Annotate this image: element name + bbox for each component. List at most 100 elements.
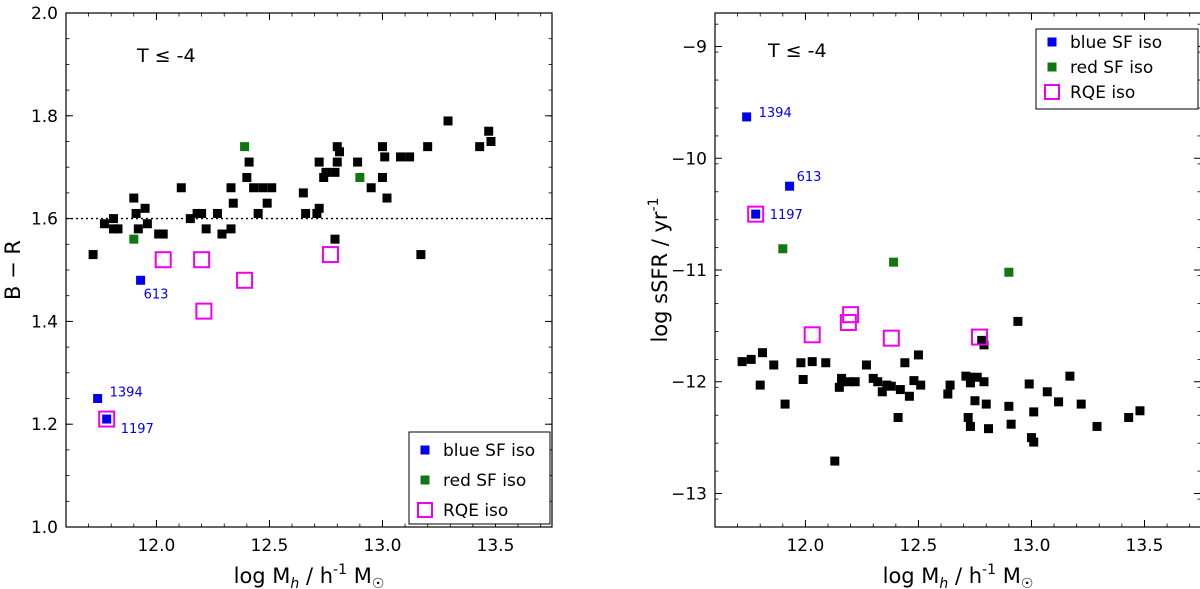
data-point [312,208,322,218]
x-label-main: log M [234,564,291,588]
data-point [981,399,991,409]
x-label-sup: -1 [333,562,347,578]
data-point [108,214,118,224]
data-point [821,358,831,368]
x-tick-label: 12.5 [900,536,938,556]
series-blue-sf-iso: 1394 1197 613 [93,275,168,437]
data-point [873,377,883,387]
data-point [330,234,340,244]
legend-box [1035,28,1199,110]
point-label: 613 [797,170,822,185]
data-point [755,380,765,390]
data-point [1135,406,1145,416]
rqe-point [803,326,821,344]
y-label-main: log sSFR / yr [648,211,672,342]
data-point [113,224,123,234]
y-tick-label: −11 [671,261,707,281]
series-blue-sf-iso: 1394 613 1197 [742,106,821,223]
data-point [423,142,433,152]
x-label-mid: / h [948,564,982,588]
y-tick-label: 1.8 [31,107,58,127]
x-tick-label: 12.0 [137,536,175,556]
data-point [158,229,168,239]
series-rqe-iso [98,246,339,428]
data-point [965,378,975,388]
data-point [882,380,892,390]
data-point [176,183,186,193]
y-tick-label: 1.0 [31,518,58,538]
y-tick-label: −10 [671,149,707,169]
data-point [244,157,254,167]
data-point [861,360,871,370]
data-point [443,116,453,126]
data-point [332,142,342,152]
data-point [984,424,994,434]
data-point [484,126,494,136]
data-point [154,229,164,239]
legend-marker-icon [1047,37,1057,47]
legend-marker-icon [420,475,430,485]
rqe-point [193,251,211,269]
series-red-sf-iso [129,142,365,244]
y-label-sup: -1 [646,197,662,211]
data-point [314,203,324,213]
data-point [970,396,980,406]
data-point [904,391,914,401]
y-axis-label: B − R [1,240,25,300]
data-point [830,456,840,466]
data-point [834,382,844,392]
legend-label: RQE iso [443,501,508,521]
point-label: 1197 [770,208,803,223]
series-all [737,316,1145,466]
data-point [212,208,222,218]
data-point [757,348,767,358]
data-point [217,229,227,239]
point-label: 1394 [110,386,143,401]
legend-label: red SF iso [1070,58,1153,78]
data-point [843,377,853,387]
data-point [979,377,989,387]
rqe-point [882,329,900,347]
data-point [769,360,779,370]
data-point [1024,379,1034,389]
highlight-point [355,172,365,182]
data-point [253,208,263,218]
data-point [131,208,141,218]
data-point [798,375,808,385]
data-point [916,380,926,390]
data-point [192,208,202,218]
data-point [913,350,923,360]
x-label-main: log M [883,564,940,588]
series-red-sf-iso [778,244,1014,277]
legend-label: RQE iso [1070,83,1135,103]
data-point [1013,316,1023,326]
data-point [972,372,982,382]
x-label-end: M [347,564,372,588]
rqe-point [154,251,172,269]
rqe-point [236,271,254,289]
data-point [945,380,955,390]
highlight-point [751,209,761,219]
data-point [1092,421,1102,431]
data-point [1004,401,1014,411]
point-label: 1394 [759,106,792,121]
x-tick-label: 13.0 [1013,536,1051,556]
x-label-mid: / h [299,564,333,588]
highlight-point [102,414,112,424]
data-point [780,399,790,409]
data-point [321,167,331,177]
highlight-point [136,275,146,285]
point-label: 1197 [121,422,154,437]
data-point [837,373,847,383]
data-point [133,224,143,234]
y-tick-label: 2.0 [31,4,58,24]
highlight-point [1004,267,1014,277]
data-point [796,358,806,368]
data-point [877,387,887,397]
data-point [319,172,329,182]
legend-label: red SF iso [443,471,526,491]
x-label-sun: ☉ [1021,576,1034,589]
data-point [242,172,252,182]
data-point [961,371,971,381]
legend: blue SF iso red SF iso RQE iso [1035,28,1199,110]
